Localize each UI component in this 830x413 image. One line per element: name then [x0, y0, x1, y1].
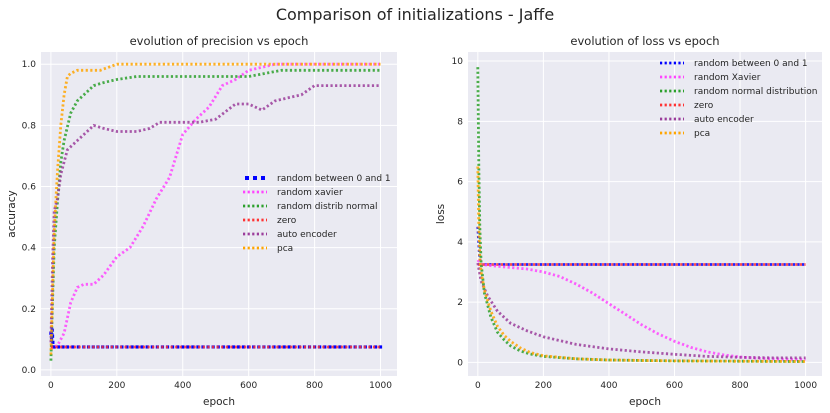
precision-point [186, 345, 190, 349]
precision-point [277, 345, 281, 349]
loss-chart-title: evolution of loss vs epoch [570, 34, 719, 48]
loss-legend: random between 0 and 1 random Xavier rando… [660, 59, 817, 139]
precision-x-tick-label: 0 [48, 381, 54, 391]
precision-point [191, 345, 195, 349]
precision-point [378, 345, 383, 349]
loss-y-tick-label: 4 [457, 238, 463, 248]
precision-point [196, 345, 200, 349]
precision-series-pca [49, 62, 381, 355]
precision-plot-area [41, 52, 397, 376]
loss-subplot: evolution of loss vs epoch epoch loss 0 2… [435, 34, 822, 408]
precision-point [56, 345, 61, 349]
precision-point [130, 345, 134, 349]
precision-point [333, 345, 337, 349]
precision-point [135, 345, 139, 349]
precision-point [282, 345, 286, 349]
loss-legend-label: random between 0 and 1 [694, 59, 808, 69]
precision-y-tick-label: 0.6 [22, 182, 37, 192]
loss-series-random-normal-distribution [476, 67, 806, 363]
precision-point [52, 345, 56, 349]
precision-y-tick-label: 1.0 [22, 60, 37, 70]
loss-series-auto-encoder [476, 262, 806, 360]
precision-point [140, 345, 144, 349]
precision-legend-label: pca [277, 244, 293, 254]
precision-y-tick-label: 0.4 [22, 244, 37, 254]
precision-x-tick-label: 800 [306, 381, 323, 391]
loss-y-tick-label: 6 [457, 178, 463, 188]
loss-y-tick-label: 2 [457, 298, 463, 308]
loss-plot-area [468, 52, 822, 376]
precision-point [247, 345, 251, 349]
loss-x-tick-label: 400 [600, 381, 617, 391]
precision-x-axis-label: epoch [203, 396, 235, 408]
precision-point [76, 345, 80, 349]
precision-subplot: evolution of precision vs epoch epoch ac… [6, 34, 397, 408]
precision-point [221, 345, 225, 349]
precision-point [226, 345, 230, 349]
precision-point [323, 345, 327, 349]
precision-point [65, 345, 69, 349]
precision-series-random-distrib-normal [49, 68, 381, 361]
precision-point [343, 345, 347, 349]
precision-y-axis-label: accuracy [6, 190, 18, 237]
loss-x-tick-label: 200 [535, 381, 552, 391]
loss-y-tick-label: 10 [452, 57, 464, 67]
precision-y-tick-label: 0.8 [22, 121, 37, 131]
precision-point [231, 345, 236, 349]
precision-point [328, 345, 332, 349]
precision-point [125, 345, 129, 349]
precision-point [145, 345, 149, 349]
loss-legend-label: zero [694, 101, 714, 111]
precision-point [373, 345, 378, 349]
precision-point [292, 345, 296, 349]
precision-point [338, 345, 342, 349]
precision-legend: random between 0 and 1 random xavier rando… [243, 174, 391, 254]
precision-x-tick-label: 600 [240, 381, 257, 391]
loss-x-tick-label: 0 [475, 381, 481, 391]
loss-legend-label: random normal distribution [694, 87, 817, 97]
precision-x-tick-label: 200 [108, 381, 125, 391]
loss-y-tick-label: 8 [457, 117, 463, 127]
loss-legend-label: pca [694, 129, 710, 139]
precision-series-random-xavier [50, 62, 381, 350]
precision-legend-label: random distrib normal [277, 202, 378, 212]
loss-legend-label: auto encoder [694, 115, 754, 125]
precision-point [236, 345, 241, 349]
loss-x-axis-label: epoch [629, 396, 661, 408]
loss-series-random-xavier [476, 259, 806, 361]
loss-x-tick-label: 800 [731, 381, 748, 391]
precision-point [61, 345, 65, 349]
precision-point [272, 345, 276, 349]
figure-title: Comparison of initializations - Jaffe [276, 5, 554, 24]
precision-legend-swatch-random-between-0-and-1 [245, 176, 265, 180]
loss-y-tick-label: 0 [457, 358, 463, 368]
precision-point [287, 345, 291, 349]
precision-point [51, 340, 55, 344]
precision-legend-label: zero [277, 216, 297, 226]
loss-x-tick-label: 1000 [794, 381, 817, 391]
precision-legend-label: random xavier [277, 188, 343, 198]
precision-chart-title: evolution of precision vs epoch [130, 34, 309, 48]
precision-point [71, 345, 75, 349]
loss-legend-label: random Xavier [694, 73, 761, 83]
precision-legend-label: random between 0 and 1 [277, 174, 391, 184]
precision-y-tick-label: 0.2 [22, 305, 36, 315]
loss-x-tick-label: 600 [666, 381, 683, 391]
precision-y-tick-label: 0.0 [22, 366, 37, 376]
precision-x-tick-label: 1000 [369, 381, 392, 391]
precision-point [241, 345, 246, 349]
precision-legend-label: auto encoder [277, 230, 337, 240]
precision-point [176, 345, 180, 349]
precision-point [181, 345, 185, 349]
precision-x-tick-label: 400 [174, 381, 191, 391]
loss-y-axis-label: loss [435, 204, 447, 224]
